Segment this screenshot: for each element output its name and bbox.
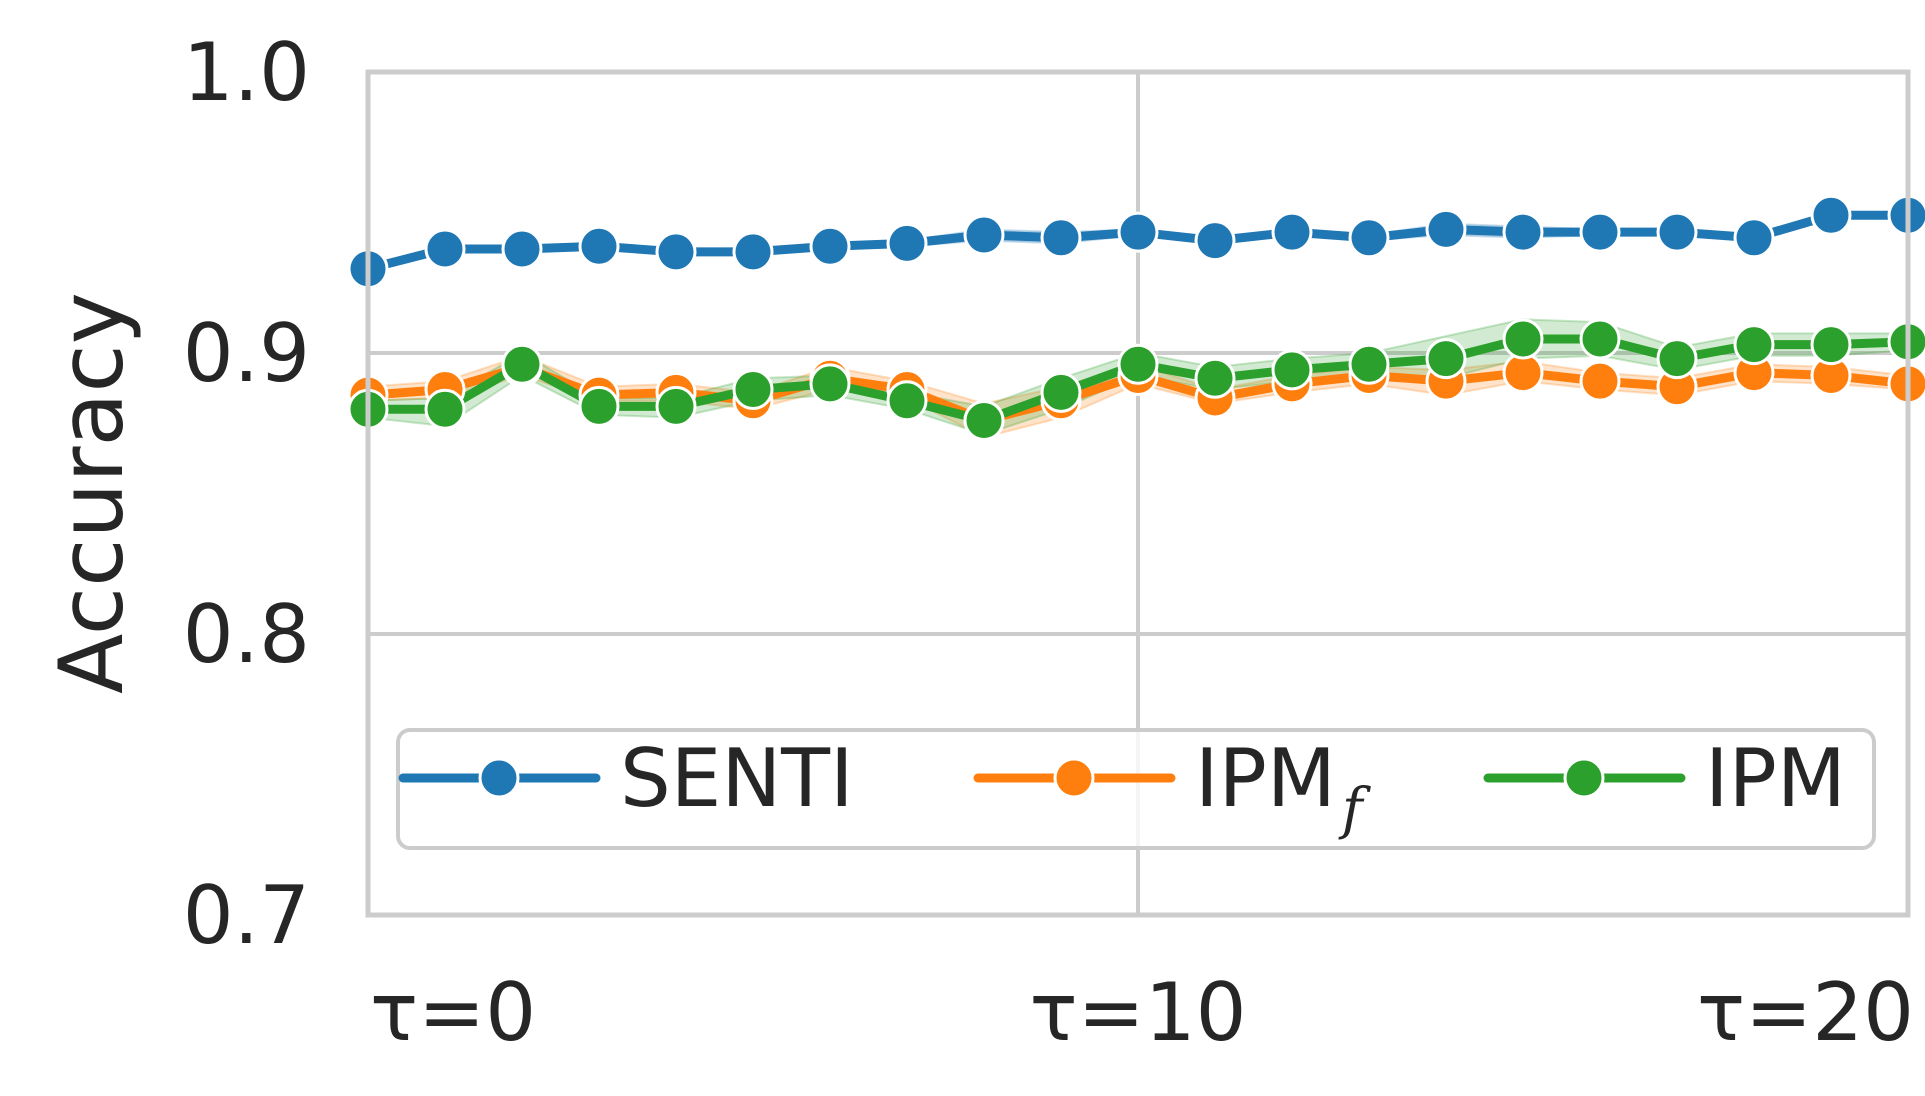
legend-label-senti: SENTI — [620, 732, 854, 825]
point-ipm-f — [1579, 360, 1621, 402]
point-senti — [655, 231, 697, 273]
legend-item-ipm-f: IPM f — [973, 732, 1372, 842]
point-ipm — [1579, 318, 1621, 360]
point-senti — [1040, 217, 1082, 259]
point-senti — [809, 225, 851, 267]
point-ipm — [1194, 357, 1236, 399]
legend-box — [396, 728, 1876, 850]
legend-label-ipm-f: IPM f — [1195, 732, 1372, 842]
point-ipm — [1117, 343, 1159, 385]
point-senti — [1117, 211, 1159, 253]
point-senti — [732, 231, 774, 273]
legend: SENTI IPM f IPM — [396, 728, 1876, 850]
legend-item-senti: SENTI — [398, 732, 854, 825]
point-senti — [1502, 211, 1544, 253]
tick-labels: 0.7 0.8 0.9 1.0 τ=0 τ=10 τ=20 — [183, 26, 1914, 1059]
x-tick-label: τ=10 — [1030, 966, 1247, 1059]
point-ipm — [655, 385, 697, 427]
x-tick-label: τ=0 — [370, 966, 536, 1059]
legend-marker-ipm — [1563, 757, 1605, 799]
point-ipm — [963, 399, 1005, 441]
point-ipm — [1656, 338, 1698, 380]
legend-label-ipm: IPM — [1705, 732, 1846, 825]
point-senti — [1348, 217, 1390, 259]
point-ipm — [578, 385, 620, 427]
legend-marker-senti — [478, 757, 520, 799]
point-senti — [1656, 211, 1698, 253]
point-ipm — [1271, 349, 1313, 391]
point-ipm — [424, 388, 466, 430]
point-ipm — [732, 369, 774, 411]
point-senti — [963, 214, 1005, 256]
point-senti — [1271, 211, 1313, 253]
x-tick-label: τ=20 — [1697, 966, 1914, 1059]
point-ipm — [886, 380, 928, 422]
point-senti — [1579, 211, 1621, 253]
point-ipm — [1348, 343, 1390, 385]
point-senti — [886, 222, 928, 264]
point-senti — [1810, 194, 1852, 236]
y-tick-label: 0.9 — [183, 307, 310, 400]
point-ipm — [1040, 371, 1082, 413]
y-tick-label: 0.8 — [183, 588, 310, 681]
y-tick-label: 0.7 — [183, 869, 310, 962]
point-senti — [1194, 220, 1236, 262]
series-markers — [347, 194, 1925, 441]
point-senti — [501, 228, 543, 270]
point-senti — [578, 225, 620, 267]
point-senti — [424, 228, 466, 270]
point-ipm — [809, 363, 851, 405]
point-ipm — [1733, 324, 1775, 366]
y-tick-label: 1.0 — [183, 26, 310, 119]
y-axis-label: Accuracy — [40, 292, 143, 694]
point-ipm — [1425, 338, 1467, 380]
point-ipm — [1502, 318, 1544, 360]
point-senti — [1733, 217, 1775, 259]
point-ipm — [1810, 324, 1852, 366]
legend-marker-ipm-f — [1053, 757, 1095, 799]
point-ipm — [501, 343, 543, 385]
legend-item-ipm: IPM — [1483, 732, 1846, 825]
point-senti — [1425, 208, 1467, 250]
plot-frame — [365, 69, 1911, 918]
